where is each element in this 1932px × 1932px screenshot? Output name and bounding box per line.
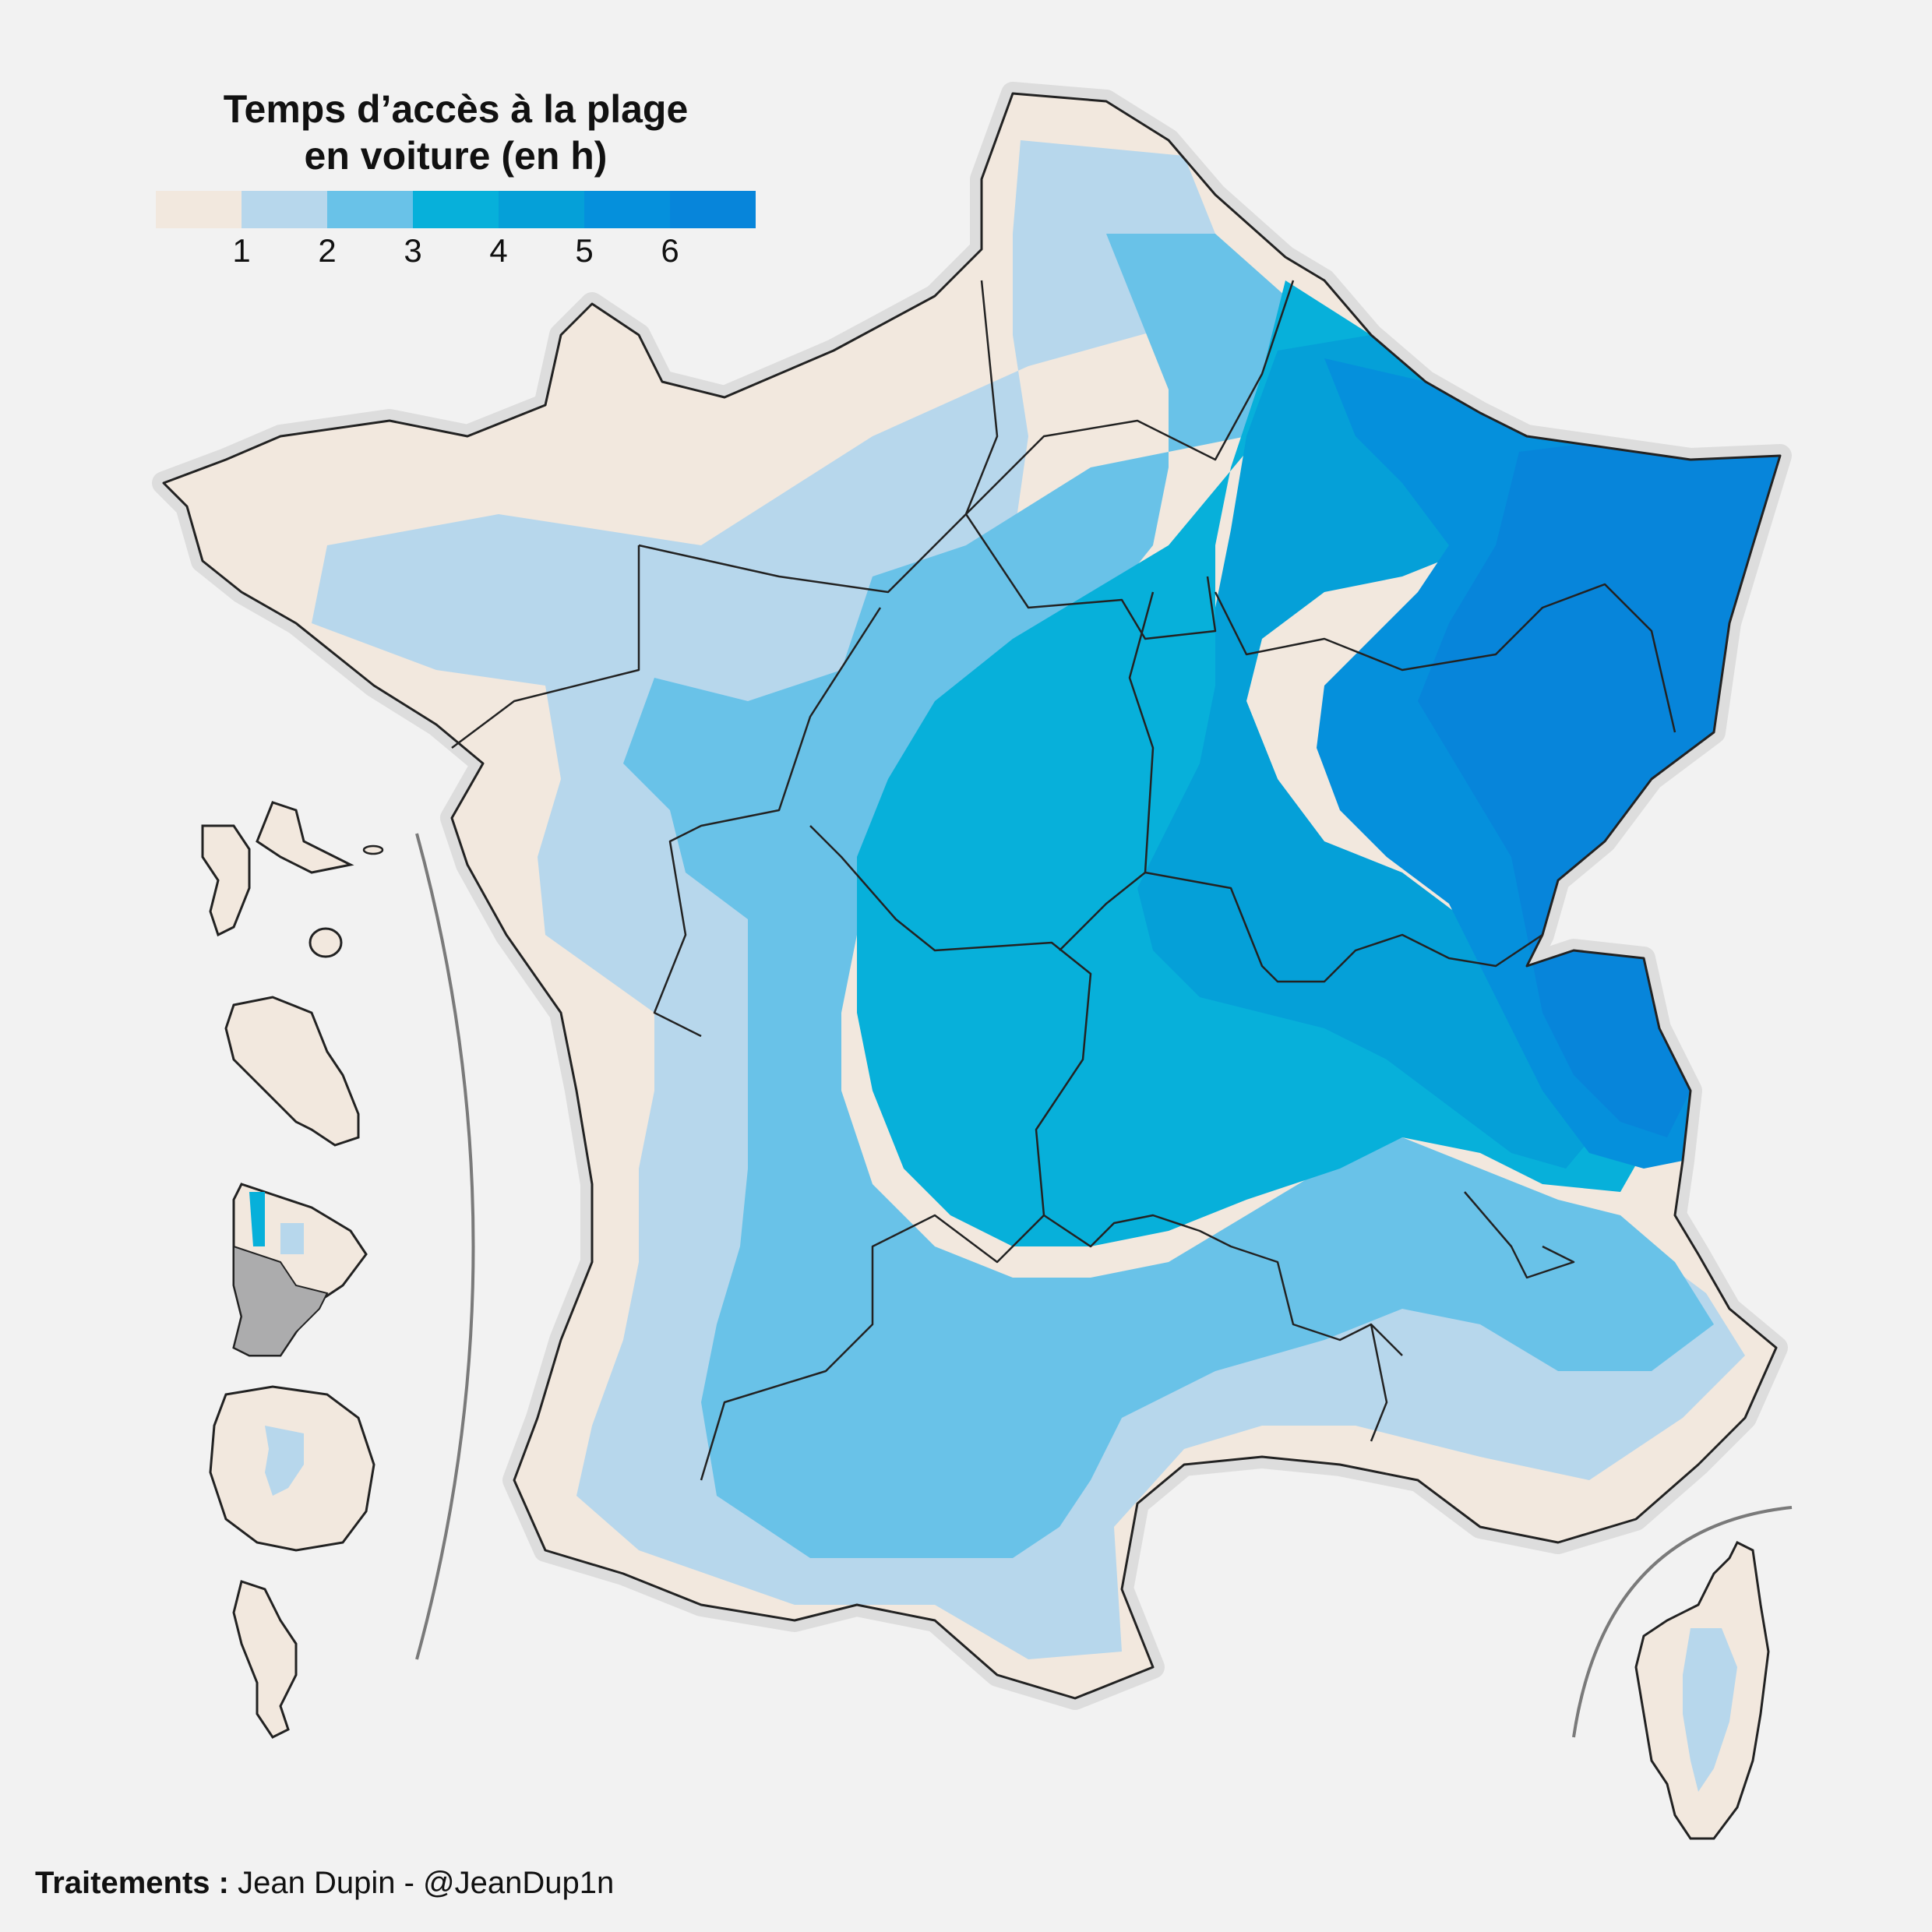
band-2-3h (623, 234, 1714, 1558)
legend-swatch-3 (413, 191, 499, 228)
legend-swatch-6 (670, 191, 756, 228)
legend-swatch-5 (584, 191, 670, 228)
french-guiana (232, 1183, 368, 1357)
boundary-alps (1464, 1191, 1575, 1279)
guiana-out-of-data (232, 1245, 329, 1356)
credit-label: Traitements : (35, 1866, 229, 1900)
legend-swatch-0 (156, 191, 242, 228)
la-desirade (362, 844, 384, 855)
corsica-band-1-2h (1683, 1628, 1737, 1792)
marie-galante (308, 927, 343, 958)
boundary-grand-est (1214, 583, 1676, 733)
boundary-idf (964, 513, 1217, 640)
credit-line: Traitements : Jean Dupin - @JeanDup1n (35, 1866, 614, 1901)
legend-tick-2: 2 (318, 232, 337, 269)
region-boundaries (451, 280, 1676, 1481)
boundary-brittany (451, 545, 640, 749)
boundary-centre-west (653, 607, 882, 1038)
boundary-auvergne (809, 825, 1092, 1216)
reunion (209, 1385, 375, 1552)
reunion-band-1-2h (265, 1426, 304, 1496)
legend-title-line2: en voiture (en h) (304, 134, 608, 178)
legend-swatch-2 (327, 191, 413, 228)
legend-tick-5: 5 (575, 232, 594, 269)
boundary-occitanie (700, 1214, 1045, 1481)
guadeloupe-basse-terre (201, 824, 251, 937)
legend-title-line1: Temps d’accès à la plage (223, 87, 689, 131)
legend-tick-1: 1 (232, 232, 251, 269)
guiana-inland-band (249, 1192, 265, 1246)
band-over-6h (1418, 444, 1780, 1137)
guadeloupe (201, 801, 384, 958)
martinique (224, 996, 360, 1147)
legend-ticks: 1 2 3 4 5 6 (156, 232, 756, 271)
boundary-north (964, 280, 1295, 516)
boundary-paca (1043, 1214, 1403, 1356)
corsica-separator-arc (1572, 1506, 1793, 1738)
legend-title: Temps d’accès à la plage en voiture (en … (156, 86, 756, 179)
legend-tick-3: 3 (404, 232, 422, 269)
boundary-normandy (638, 513, 967, 594)
legend-swatch-1 (242, 191, 327, 228)
boundary-centre-east (1059, 591, 1155, 951)
mainland-coastline (162, 92, 1782, 1700)
legend-color-bar (156, 191, 756, 228)
credit-author: Jean Dupin - @JeanDup1n (238, 1866, 615, 1900)
legend-swatch-4 (499, 191, 584, 228)
guadeloupe-grande-terre (256, 801, 354, 874)
corsica (1634, 1540, 1770, 1840)
boundary-burgundy (1144, 871, 1543, 983)
legend-tick-6: 6 (661, 232, 679, 269)
boundary-rhone (1370, 1324, 1388, 1442)
legend-tick-4: 4 (489, 232, 508, 269)
guiana-band-1-2h (280, 1223, 304, 1254)
mayotte (232, 1580, 298, 1739)
overseas-separator-arc (415, 833, 475, 1660)
